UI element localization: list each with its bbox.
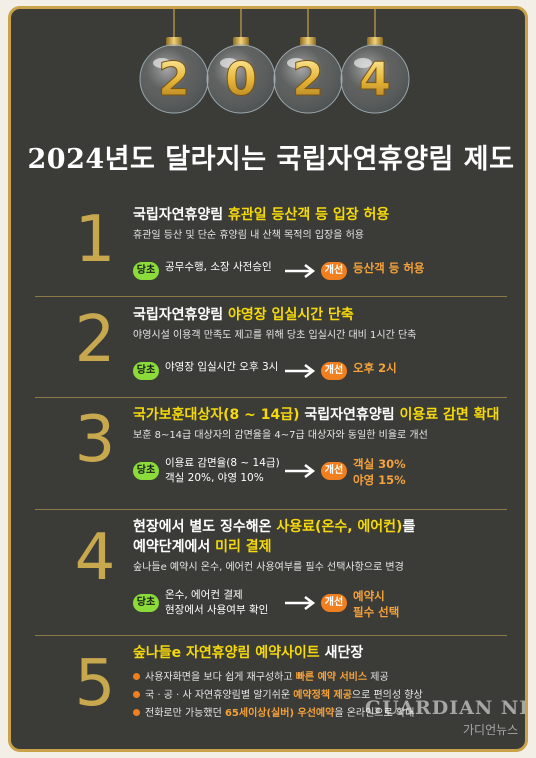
section-heading: 국립자연휴양림 야영장 입실시간 단축 [133,307,354,323]
section-description: 보훈 8~14급 대상자의 감면율을 4~7급 대상자와 동일한 비율로 개선 [133,430,428,441]
improved-badge: 개선 [321,594,347,612]
improved-value: 객실 30% 야영 15% [353,457,406,487]
bullet-list: 사용자화면을 보다 쉽게 재구성하고 빠른 예약 서비스 제공 국 · 공 · … [133,669,505,723]
watermark-korean: 가디언뉴스 [463,723,519,737]
ornament-ball: 4 [340,9,410,114]
section-number: 1 [74,203,116,277]
list-item: 국 · 공 · 사 자연휴양림별 알기쉬운 예약정책 제공으로 편의성 향상 [133,687,505,705]
section-number: 3 [74,403,116,477]
improved-badge: 개선 [321,262,347,280]
comparison-row: 당초 야영장 입실시간 오후 3시 개선 오후 2시 [133,351,505,391]
section-divider [35,509,507,510]
bullet-dot-icon [133,690,140,698]
improved-value: 예약시 필수 선택 [353,589,400,619]
section-body: 숲나들e 자연휴양림 예약사이트 새단장 사용자화면을 보다 쉽게 재구성하고 … [133,643,505,723]
ornament-digit: 0 [225,52,257,106]
section-number: 2 [74,303,116,377]
section-number: 4 [74,521,116,595]
current-badge: 당초 [133,462,159,480]
ornament-ball: 2 [273,9,343,114]
section-divider [35,397,507,398]
current-badge: 당초 [133,362,159,380]
section-5: 5 숲나들e 자연휴양림 예약사이트 새단장 사용자화면을 보다 쉽게 재구성하… [65,643,505,743]
list-item: 사용자화면을 보다 쉽게 재구성하고 빠른 예약 서비스 제공 [133,669,505,687]
section-body: 국가보훈대상자(8 ~ 14급) 국립자연휴양림 이용료 감면 확대 보훈 8~… [133,405,505,493]
section-divider [35,635,507,636]
ornament-digit: 2 [158,52,190,106]
arrow-right-icon [285,364,316,378]
improved-value: 등산객 등 허용 [353,261,425,275]
comparison-row: 당초 온수, 에어컨 결제 현장에서 사용여부 확인 개선 예약시 필수 선택 [133,583,505,625]
section-2: 2 국립자연휴양림 야영장 입실시간 단축 야영시설 이용객 만족도 제고를 위… [65,305,505,395]
section-4: 4 현장에서 별도 징수해온 사용료(온수, 에어컨)를 예약단계에서 미리 결… [65,517,505,629]
arrow-right-icon [285,596,316,610]
ornament-ball: 0 [206,9,276,114]
section-description: 휴관일 등산 및 단순 휴양림 내 산책 목적의 입장을 허용 [133,230,365,241]
ornament-digit: 2 [292,52,324,106]
watermark-brand: GUARDIAN NEWS [365,697,525,719]
current-badge: 당초 [133,594,159,612]
arrow-right-icon [285,264,316,278]
current-badge: 당초 [133,262,159,280]
current-value: 공무수행, 소장 사전승인 [165,261,272,273]
section-body: 국립자연휴양림 휴관일 등산객 등 입장 허용 휴관일 등산 및 단순 휴양림 … [133,205,505,291]
ornament-ball: 2 [139,9,209,114]
improved-badge: 개선 [321,362,347,380]
bullet-dot-icon [133,708,140,716]
list-item: 전화로만 가능했던 65세이상(실버) 우선예약을 온라인으로 확대 [133,705,505,723]
section-heading: 국가보훈대상자(8 ~ 14급) 국립자연휴양림 이용료 감면 확대 [133,407,500,423]
comparison-row: 당초 이용료 감면율(8 ~ 14급) 객실 20%, 야영 10% 개선 객실… [133,451,505,493]
section-heading: 현장에서 별도 징수해온 사용료(온수, 에어컨)를 예약단계에서 미리 결제 [133,519,416,555]
watermark: GUARDIAN NEWS 가디언뉴스 [365,697,525,747]
section-description: 숲나들e 예약시 온수, 에어컨 사용여부를 필수 선택사항으로 변경 [133,562,404,573]
current-value: 온수, 에어컨 결제 현장에서 사용여부 확인 [165,589,269,616]
section-divider [35,296,507,297]
section-number: 5 [74,647,116,721]
page-title: 2024년도 달라지는 국립자연휴양림 제도 [27,144,515,175]
current-value: 이용료 감면율(8 ~ 14급) 객실 20%, 야영 10% [165,457,280,484]
section-heading: 국립자연휴양림 휴관일 등산객 등 입장 허용 [133,207,390,223]
ornament-digit: 4 [359,52,391,106]
section-1: 1 국립자연휴양림 휴관일 등산객 등 입장 허용 휴관일 등산 및 단순 휴양… [65,205,505,295]
comparison-row: 당초 공무수행, 소장 사전승인 개선 등산객 등 허용 [133,251,505,291]
section-description: 야영시설 이용객 만족도 제고를 위해 당초 입실시간 대비 1시간 단축 [133,330,417,341]
infographic-board: 2 0 2 4 2 [8,6,528,752]
improved-value: 오후 2시 [353,361,397,375]
section-body: 국립자연휴양림 야영장 입실시간 단축 야영시설 이용객 만족도 제고를 위해 … [133,305,505,391]
bullet-dot-icon [133,672,140,680]
section-body: 현장에서 별도 징수해온 사용료(온수, 에어컨)를 예약단계에서 미리 결제 … [133,517,505,625]
current-value: 야영장 입실시간 오후 3시 [165,361,279,373]
section-3: 3 국가보훈대상자(8 ~ 14급) 국립자연휴양림 이용료 감면 확대 보훈 … [65,405,505,505]
section-heading: 숲나들e 자연휴양림 예약사이트 새단장 [133,645,364,661]
ornament-banner: 2 0 2 4 [139,9,410,114]
improved-badge: 개선 [321,462,347,480]
arrow-right-icon [285,464,316,478]
